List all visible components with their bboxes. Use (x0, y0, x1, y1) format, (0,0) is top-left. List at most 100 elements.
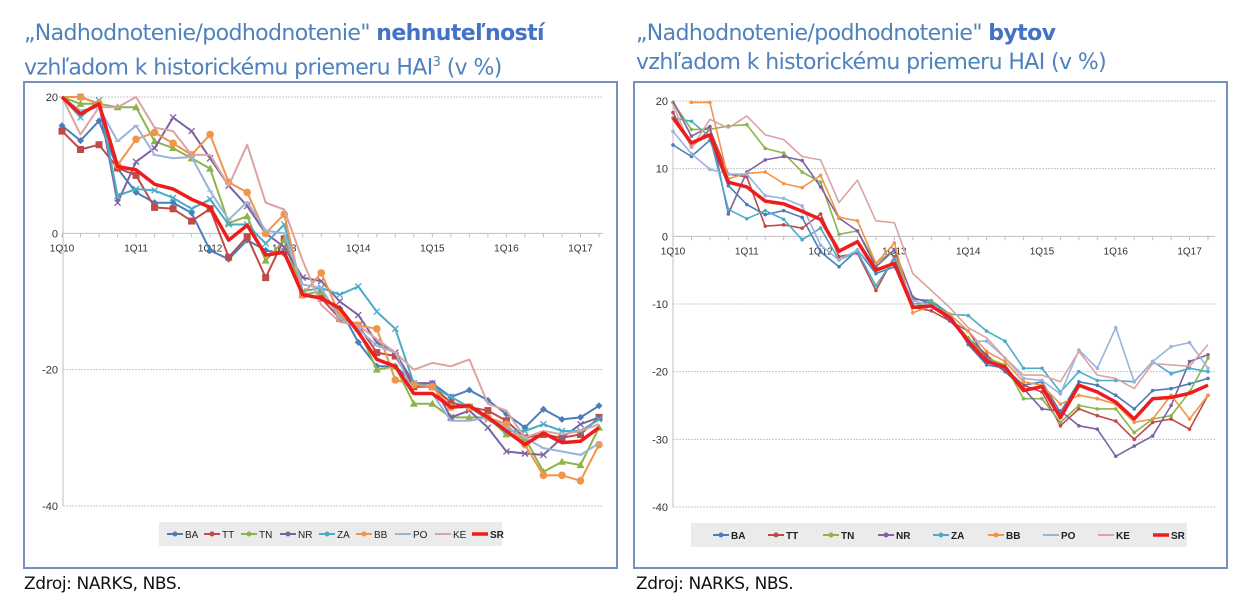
data-point-za (1187, 366, 1192, 371)
data-point-nr (1077, 424, 1081, 428)
data-point-ba (1169, 386, 1173, 391)
right-title-line1: „Nadhodnotenie/podhodnotenie" bytov (636, 21, 1056, 46)
legend-item-ke: KE (435, 530, 467, 541)
series-ba (58, 117, 603, 432)
data-point-za (151, 186, 159, 194)
x-tick-label: 1Q11 (735, 246, 759, 257)
legend-label: ZA (951, 531, 964, 542)
data-point-po (1187, 340, 1192, 345)
right-title-line2: vzhľadom k historickému priemeru HAI (v … (636, 50, 1107, 75)
series-line-nr (62, 96, 600, 456)
data-point-nr (1169, 403, 1173, 408)
left-chart-title: „Nadhodnotenie/podhodnotenie" nehnuteľno… (24, 19, 545, 82)
data-point-ba (800, 215, 804, 220)
data-point-tt (373, 349, 381, 357)
data-point-tt (95, 141, 103, 149)
data-point-ba (984, 363, 989, 367)
data-point-tn (1040, 396, 1044, 401)
series-line-po (672, 130, 1209, 395)
data-point-tn (1021, 396, 1026, 401)
data-point-bb (372, 324, 381, 333)
data-point-tt (818, 212, 823, 216)
data-point-za (206, 195, 214, 203)
left-line-chart: 200-20-401Q101Q111Q121Q131Q141Q151Q161Q1… (42, 92, 603, 546)
data-point-tn (169, 144, 178, 152)
data-point-nr (280, 243, 288, 251)
legend-item-za: ZA (319, 530, 350, 541)
data-point-bb (1150, 417, 1155, 421)
legend-label: NR (896, 531, 911, 542)
legend-marker (883, 532, 889, 538)
x-tick-label: 1Q14 (346, 243, 371, 254)
data-point-ba (744, 202, 749, 207)
data-point-ba (58, 122, 66, 130)
data-point-bb (911, 310, 915, 315)
data-point-ba (818, 250, 823, 254)
data-point-po (800, 204, 804, 208)
data-point-ba (1095, 383, 1100, 388)
y-tick-label: 0 (662, 231, 668, 243)
data-point-tn (261, 256, 270, 264)
x-tick-label: 1Q17 (568, 243, 593, 254)
legend-label: TN (259, 530, 272, 541)
legend-marker (828, 532, 834, 538)
data-point-tt (391, 352, 399, 360)
data-point-tn (763, 146, 768, 151)
data-point-tt (1187, 427, 1192, 431)
series-ke (61, 96, 600, 439)
legend-label: NR (298, 530, 312, 541)
data-point-za (966, 313, 970, 318)
x-tick-label: 1Q16 (494, 243, 519, 254)
data-point-bb (892, 241, 897, 245)
data-point-nr (188, 127, 196, 135)
data-point-po (1169, 344, 1173, 349)
data-point-po (984, 339, 989, 344)
y-tick-label: 10 (656, 164, 668, 176)
data-point-bb (539, 471, 548, 480)
data-point-ba (781, 208, 786, 213)
data-point-tt (800, 226, 804, 231)
x-tick-label: 1Q10 (661, 246, 686, 257)
data-point-nr (595, 413, 603, 421)
data-point-tt (225, 253, 233, 261)
data-point-po (708, 167, 712, 172)
series-sr (60, 95, 601, 447)
data-point-tt (781, 223, 786, 227)
data-point-nr (818, 185, 823, 189)
data-point-tn (557, 457, 566, 465)
data-point-ba (726, 183, 731, 188)
data-point-nr (336, 298, 344, 305)
data-point-po (781, 196, 786, 201)
data-point-tt (1150, 420, 1155, 425)
data-point-ba (1113, 393, 1118, 398)
data-point-ba (558, 415, 566, 423)
data-point-ba (576, 413, 584, 421)
data-point-tt (929, 308, 934, 313)
data-point-bb (966, 329, 970, 333)
series-sr (671, 116, 1209, 421)
data-point-tt (1132, 437, 1137, 442)
legend-marker (285, 531, 291, 537)
data-point-nr (726, 212, 731, 216)
legend-item-sr: SR (1153, 531, 1186, 542)
data-point-za (114, 192, 122, 200)
data-point-ba (1206, 376, 1210, 381)
data-point-tt (447, 398, 455, 406)
legend-item-ke: KE (1098, 531, 1130, 542)
data-point-po (744, 172, 749, 176)
series-line-ke (672, 104, 1209, 390)
data-point-bb (763, 170, 768, 174)
legend-marker (938, 532, 944, 538)
data-point-po (1058, 392, 1063, 396)
data-point-ba (77, 137, 85, 145)
series-line-bb (691, 101, 1209, 424)
y-tick-label: 0 (52, 228, 58, 240)
series-tt (671, 110, 1210, 442)
data-point-bb (206, 130, 214, 139)
data-point-za (539, 420, 547, 428)
data-point-za (595, 415, 603, 423)
data-point-tt (1021, 383, 1026, 388)
data-point-ba (595, 402, 603, 410)
right-source-note: Zdroj: NARKS, NBS. (636, 574, 794, 594)
data-point-nr (132, 158, 140, 166)
